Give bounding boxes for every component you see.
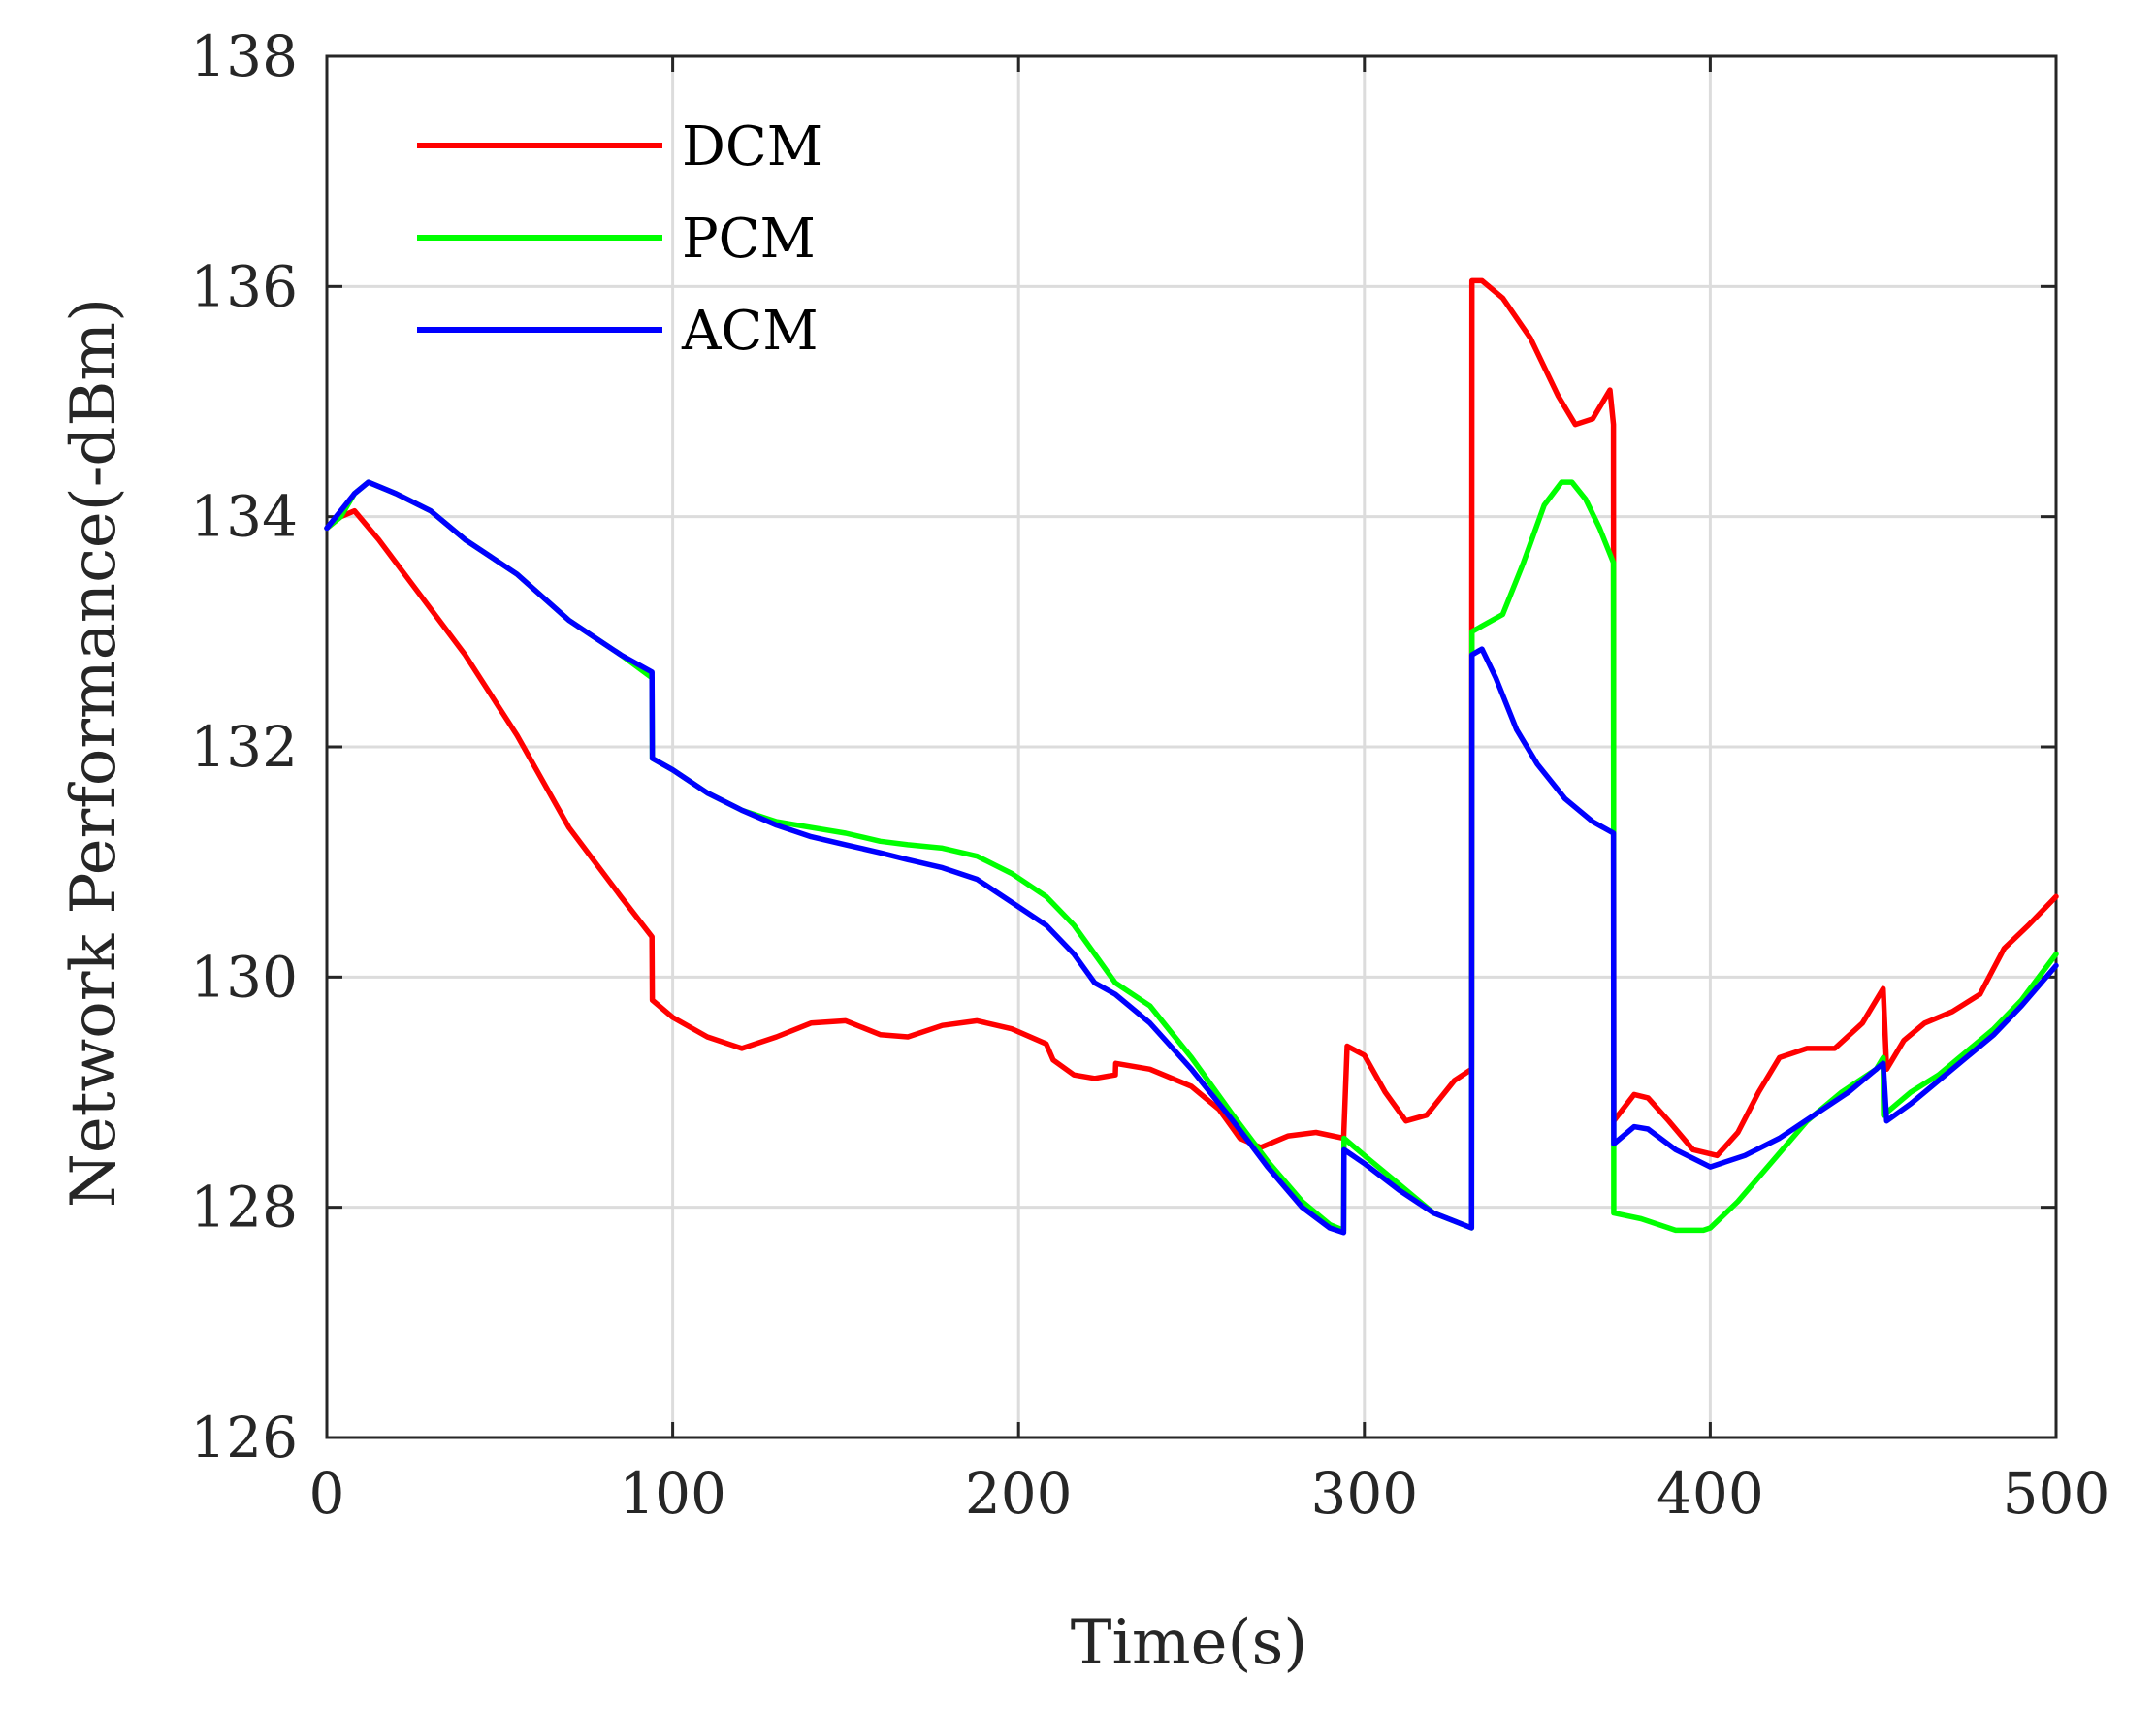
- y-tick-label: 130: [190, 944, 298, 1010]
- series-lines: [324, 277, 2059, 1236]
- y-tick-label: 128: [190, 1175, 298, 1241]
- x-axis-label: Time(s): [1071, 1607, 1308, 1679]
- y-tick-label: 134: [190, 484, 298, 550]
- y-tick-label: 138: [190, 23, 298, 89]
- legend-label-pcm: PCM: [682, 208, 816, 271]
- x-tick-label: 200: [965, 1461, 1073, 1527]
- x-tick-label: 400: [1657, 1461, 1764, 1527]
- x-tick-labels: 0 100 200 300 400 500: [309, 1461, 2110, 1527]
- y-tick-label: 136: [190, 253, 298, 319]
- x-tick-label: 100: [619, 1461, 726, 1527]
- series-line-acm: [324, 479, 2059, 1236]
- y-tick-labels: 126 128 130 132 134 136 138: [190, 23, 298, 1470]
- legend-label-dcm: DCM: [682, 115, 822, 178]
- x-tick-label: 500: [2003, 1461, 2110, 1527]
- x-tick-label: 0: [309, 1461, 345, 1527]
- legend-label-acm: ACM: [681, 300, 819, 363]
- y-tick-label: 126: [190, 1404, 298, 1470]
- y-axis-label: Network Performance(-dBm): [58, 298, 130, 1208]
- x-tick-label: 300: [1310, 1461, 1418, 1527]
- series-line-dcm: [324, 277, 2059, 1159]
- tick-marks: [325, 54, 2058, 1439]
- y-tick-label: 132: [190, 714, 298, 780]
- legend: DCM PCM ACM: [417, 115, 822, 363]
